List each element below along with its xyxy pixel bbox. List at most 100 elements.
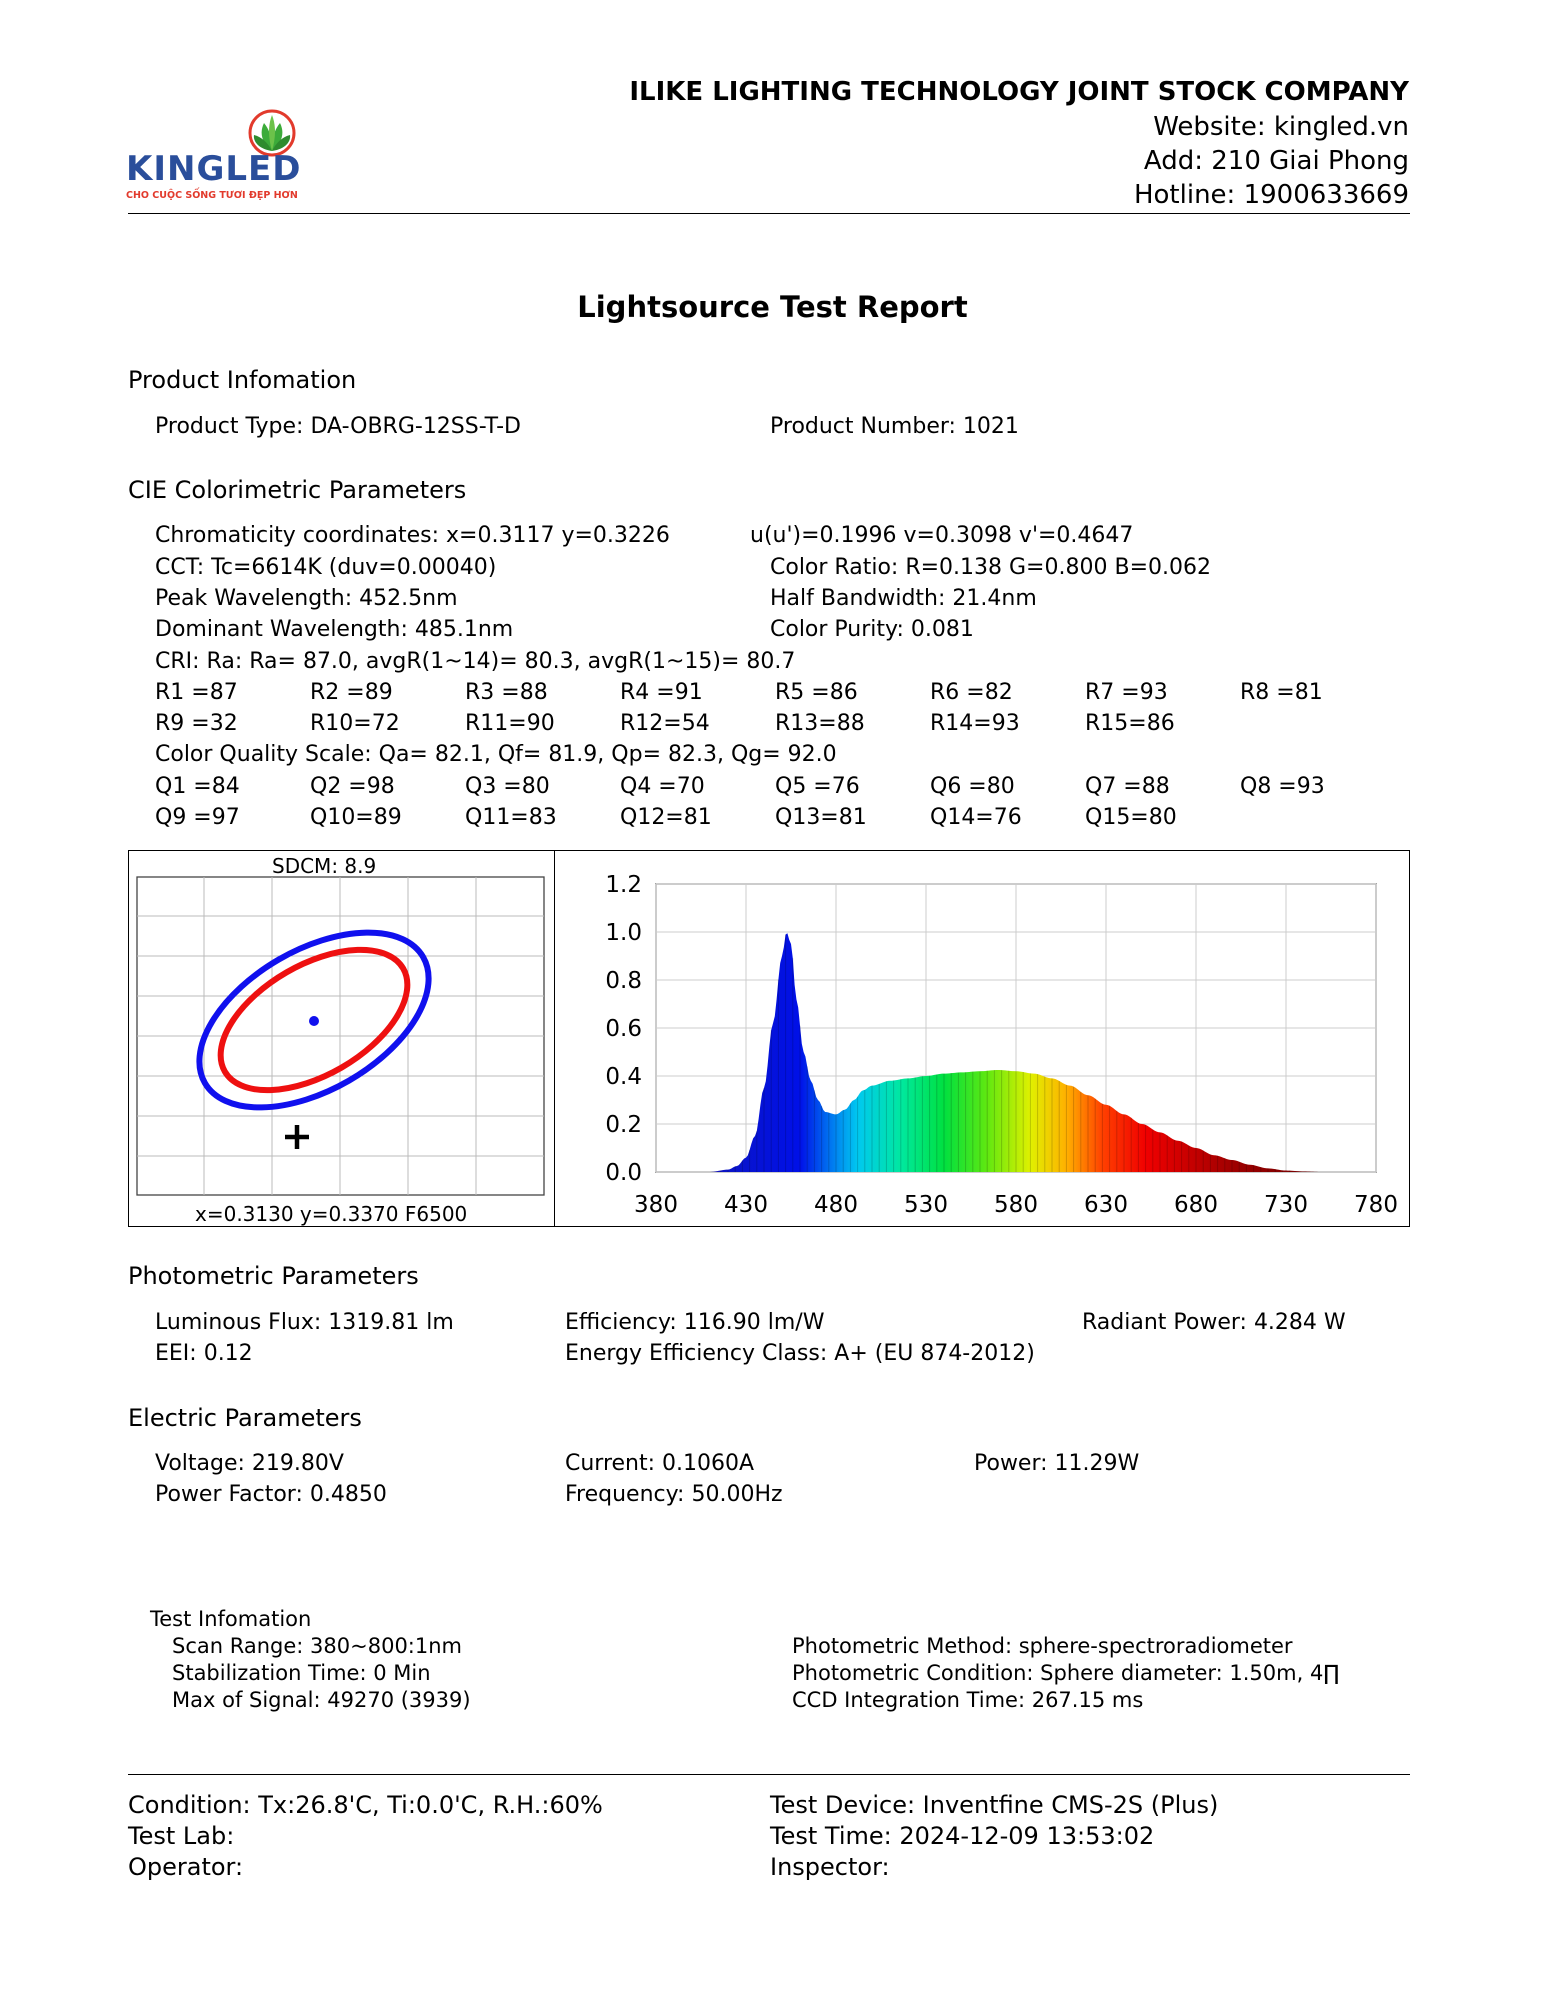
dominant-wavelength: Dominant Wavelength: 485.1nm (155, 617, 514, 642)
peak-wavelength: Peak Wavelength: 452.5nm (155, 586, 458, 611)
eei-value: EEI: 0.12 (155, 1341, 253, 1366)
r-value: R8 =81 (1240, 680, 1323, 705)
q-value: Q10=89 (310, 805, 402, 830)
r-value: R13=88 (775, 711, 865, 736)
x-tick-label: 630 (1084, 1192, 1128, 1218)
x-tick-label: 780 (1354, 1192, 1398, 1218)
r-value: R12=54 (620, 711, 710, 736)
q-value: Q6 =80 (930, 774, 1015, 799)
uv-coordinates: u(u')=0.1996 v=0.3098 v'=0.4647 (750, 523, 1134, 548)
cct-value: CCT: Tc=6614K (duv=0.00040) (155, 555, 497, 580)
power-factor: Power Factor: 0.4850 (155, 1482, 387, 1507)
y-tick-label: 0.6 (605, 1016, 642, 1042)
spectrum-bars (720, 934, 1291, 1172)
chromaticity-coordinates: Chromaticity coordinates: x=0.3117 y=0.3… (155, 523, 670, 548)
voltage: Voltage: 219.80V (155, 1451, 344, 1476)
r-value: R14=93 (930, 711, 1020, 736)
y-tick-label: 1.0 (605, 920, 642, 946)
charts-frame (128, 850, 1410, 1227)
y-tick-label: 1.2 (605, 872, 642, 898)
header-divider (128, 213, 1410, 214)
ccd-integration-time: CCD Integration Time: 267.15 ms (792, 1688, 1144, 1712)
photometric-condition: Photometric Condition: Sphere diameter: … (792, 1661, 1340, 1685)
y-tick-label: 0.8 (605, 968, 642, 994)
measured-point (309, 1016, 319, 1026)
logo-text: KINGLED (126, 149, 302, 189)
r-value: R3 =88 (465, 680, 548, 705)
spectrum-area (656, 933, 1376, 1172)
inspector: Inspector: (770, 1853, 890, 1881)
q-value: Q5 =76 (775, 774, 860, 799)
q-value: Q9 =97 (155, 805, 240, 830)
test-device: Test Device: Inventfine CMS-2S (Plus) (770, 1791, 1219, 1819)
q-value: Q13=81 (775, 805, 867, 830)
sdcm-inner-ellipse (217, 946, 411, 1094)
x-tick-label: 430 (724, 1192, 768, 1218)
efficiency: Efficiency: 116.90 lm/W (565, 1310, 825, 1335)
x-tick-label: 530 (904, 1192, 948, 1218)
logo-tagline: CHO CUỘC SỐNG TƯƠI ĐẸP HƠN (126, 190, 298, 201)
color-purity: Color Purity: 0.081 (770, 617, 974, 642)
y-tick-label: 0.2 (605, 1112, 642, 1138)
current: Current: 0.1060A (565, 1451, 755, 1476)
r-value: R7 =93 (1085, 680, 1168, 705)
sdcm-chart (136, 876, 545, 1196)
y-tick-label: 0.4 (605, 1064, 642, 1090)
company-name: ILIKE LIGHTING TECHNOLOGY JOINT STOCK CO… (629, 77, 1409, 107)
q-value: Q12=81 (620, 805, 712, 830)
spectrum-chart: 380 430 480 530 580 630 680 730 780 1.2 1.0 0.8 0.6… (605, 872, 1398, 1218)
q-value: Q3 =80 (465, 774, 550, 799)
electric-heading: Electric Parameters (128, 1404, 362, 1432)
product-heading: Product Infomation (128, 366, 357, 394)
target-cross-icon (285, 1125, 309, 1149)
product-type: Product Type: DA-OBRG-12SS-T-D (155, 414, 521, 439)
operator: Operator: (128, 1853, 244, 1881)
y-tick-label: 0.0 (605, 1160, 642, 1186)
x-tick-label: 380 (634, 1192, 678, 1218)
r-value: R10=72 (310, 711, 400, 736)
stabilization-time: Stabilization Time: 0 Min (172, 1661, 431, 1685)
power: Power: 11.29W (974, 1451, 1140, 1476)
x-tick-label: 580 (994, 1192, 1038, 1218)
test-info-heading: Test Infomation (150, 1607, 312, 1631)
half-bandwidth: Half Bandwidth: 21.4nm (770, 586, 1037, 611)
y-tick-labels: 1.2 1.0 0.8 0.6 0.4 0.2 0.0 (605, 872, 642, 1186)
company-hotline: Hotline: 1900633669 (1133, 180, 1409, 210)
lotus-icon (248, 109, 296, 157)
x-tick-label: 680 (1174, 1192, 1218, 1218)
cri-summary: CRI: Ra: Ra= 87.0, avgR(1~14)= 80.3, avg… (155, 649, 796, 674)
r-value: R5 =86 (775, 680, 858, 705)
frequency: Frequency: 50.00Hz (565, 1482, 783, 1507)
x-tick-label: 730 (1264, 1192, 1308, 1218)
q-value: Q14=76 (930, 805, 1022, 830)
q-value: Q15=80 (1085, 805, 1177, 830)
product-number: Product Number: 1021 (770, 414, 1019, 439)
cqs-summary: Color Quality Scale: Qa= 82.1, Qf= 81.9,… (155, 742, 837, 767)
charts-divider (554, 850, 555, 1227)
sdcm-caption: x=0.3130 y=0.3370 F6500 (195, 1202, 468, 1226)
r-value: R9 =32 (155, 711, 238, 736)
test-condition: Condition: Tx:26.8'C, Ti:0.0'C, R.H.:60% (128, 1791, 603, 1819)
footer-divider (128, 1774, 1410, 1775)
r-value: R1 =87 (155, 680, 238, 705)
q-value: Q2 =98 (310, 774, 395, 799)
radiant-power: Radiant Power: 4.284 W (1082, 1310, 1346, 1335)
q-value: Q8 =93 (1240, 774, 1325, 799)
test-time: Test Time: 2024-12-09 13:53:02 (770, 1822, 1155, 1850)
r-value: R6 =82 (930, 680, 1013, 705)
energy-efficiency-class: Energy Efficiency Class: A+ (EU 874-2012… (565, 1341, 1035, 1366)
company-address: Add: 210 Giai Phong (1143, 146, 1409, 176)
luminous-flux: Luminous Flux: 1319.81 lm (155, 1310, 454, 1335)
r-value: R2 =89 (310, 680, 393, 705)
x-tick-label: 480 (814, 1192, 858, 1218)
q-value: Q11=83 (465, 805, 557, 830)
max-signal: Max of Signal: 49270 (3939) (172, 1688, 471, 1712)
cie-heading: CIE Colorimetric Parameters (128, 476, 467, 504)
r-value: R15=86 (1085, 711, 1175, 736)
scan-range: Scan Range: 380~800:1nm (172, 1634, 463, 1658)
sdcm-title: SDCM: 8.9 (272, 854, 377, 878)
company-website: Website: kingled.vn (1153, 112, 1409, 142)
test-lab: Test Lab: (128, 1822, 235, 1850)
q-value: Q7 =88 (1085, 774, 1170, 799)
r-value: R4 =91 (620, 680, 703, 705)
